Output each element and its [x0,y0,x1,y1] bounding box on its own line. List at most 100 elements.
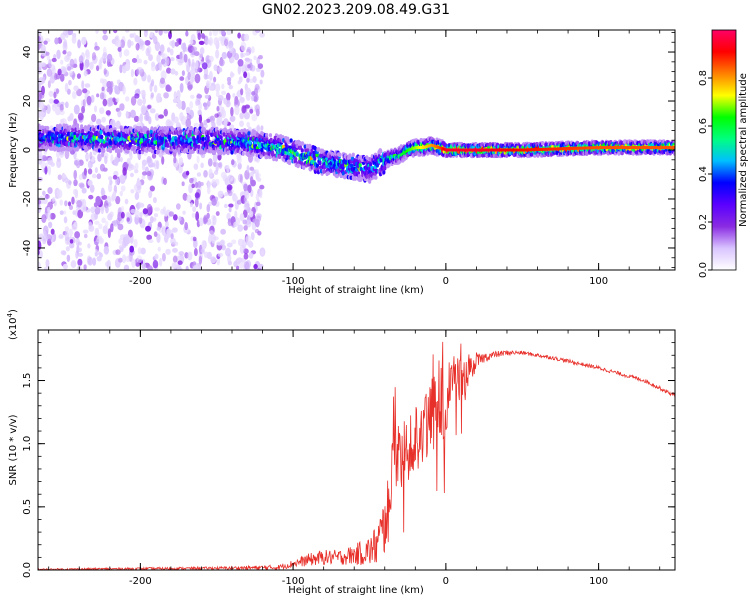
heatmap-cell [353,176,357,181]
heatmap-cell [226,242,233,248]
heatmap-cell [237,238,244,247]
heatmap-cell [197,109,202,115]
heatmap-cell [145,47,150,57]
heatmap-cell [278,154,282,159]
heatmap-cell [219,135,223,140]
heatmap-cell [203,214,208,220]
heatmap-cell [62,173,67,179]
heatmap-cell [249,78,254,84]
heatmap-cell [179,51,183,61]
heatmap-cell [536,153,540,158]
heatmap-cell [268,133,273,138]
heatmap-cell [87,168,93,175]
heatmap-cell [55,150,60,158]
heatmap-cell [163,177,167,186]
heatmap-cell [160,52,165,58]
heatmap-cell [178,251,185,256]
heatmap-cell [289,152,293,158]
heatmap-cell [231,159,235,166]
heatmap-cell [247,131,251,136]
heatmap-cell [97,153,102,162]
heatmap-cell [232,249,238,256]
heatmap-cell [243,128,247,133]
heatmap-cell [50,132,54,137]
heatmap-cell [51,103,57,112]
heatmap-cell [186,114,192,121]
heatmap-cell [182,42,187,53]
heatmap-cell [148,54,153,61]
heatmap-cell [101,53,107,62]
heatmap-cell [82,98,86,108]
heatmap-cell [210,256,217,264]
heatmap-cell [62,50,67,55]
heatmap-cell [250,95,255,102]
heatmap-cell [136,177,140,187]
heatmap-cell [64,101,69,109]
heatmap-cell [208,31,212,37]
heatmap-cell [257,263,264,269]
heatmap-cell [76,88,83,97]
heatmap-cell [59,210,64,216]
heatmap-cell [185,265,189,270]
heatmap-cell [60,134,64,139]
heatmap-cell [130,109,136,119]
heatmap-cell [124,198,129,205]
heatmap-cell [153,231,158,237]
heatmap-cell [138,202,145,208]
heatmap-cell [81,80,85,90]
heatmap-cell [243,225,248,231]
heatmap-cell [117,110,122,118]
heatmap-cell [141,263,147,270]
heatmap-cell [90,206,96,214]
heatmap-cell [157,246,161,252]
heatmap-cell [182,210,186,215]
heatmap-cell [149,216,154,224]
heatmap-cell [91,173,97,179]
heatmap-cell [139,113,143,123]
heatmap-cell [121,254,127,264]
heatmap-cell [221,90,227,95]
heatmap-cell [249,108,254,114]
heatmap-cell [88,194,94,200]
heatmap-cell [134,93,140,99]
heatmap-cell [194,197,199,208]
heatmap-cell [172,247,178,253]
heatmap-cell [382,165,386,171]
heatmap-cell [193,248,198,257]
heatmap-cell [226,212,231,221]
heatmap-cell [63,216,68,224]
heatmap-cell [71,35,77,44]
heatmap-cell [198,114,203,124]
heatmap-cell [181,181,185,187]
heatmap-cell [140,247,146,255]
heatmap-cell [231,239,237,245]
heatmap-cell [179,76,185,81]
heatmap-cell [78,55,84,64]
heatmap-cell [168,211,174,217]
heatmap-cell [122,85,126,95]
heatmap-cell [179,82,184,93]
heatmap-cell [246,165,250,173]
heatmap-cell [90,213,97,221]
heatmap-cell [201,136,205,142]
heatmap-cell [374,175,378,180]
heatmap-cell [195,211,200,221]
heatmap-cell [134,168,139,174]
heatmap-cell [193,51,200,57]
heatmap-cell [191,76,195,83]
heatmap-cell [140,104,147,115]
heatmap-cell [233,221,238,228]
heatmap-cell [215,91,220,98]
heatmap-cell [237,65,242,75]
heatmap-cell [178,215,182,222]
heatmap-cell [166,231,171,239]
heatmap-cell [77,112,84,121]
heatmap-cell [136,68,140,76]
heatmap-cell [64,231,70,242]
heatmap-cell [165,220,169,228]
heatmap-cell [174,71,179,76]
heatmap-cell [246,77,250,83]
heatmap-cell [73,104,80,115]
heatmap-cell [73,179,78,187]
heatmap-cell [45,125,50,131]
